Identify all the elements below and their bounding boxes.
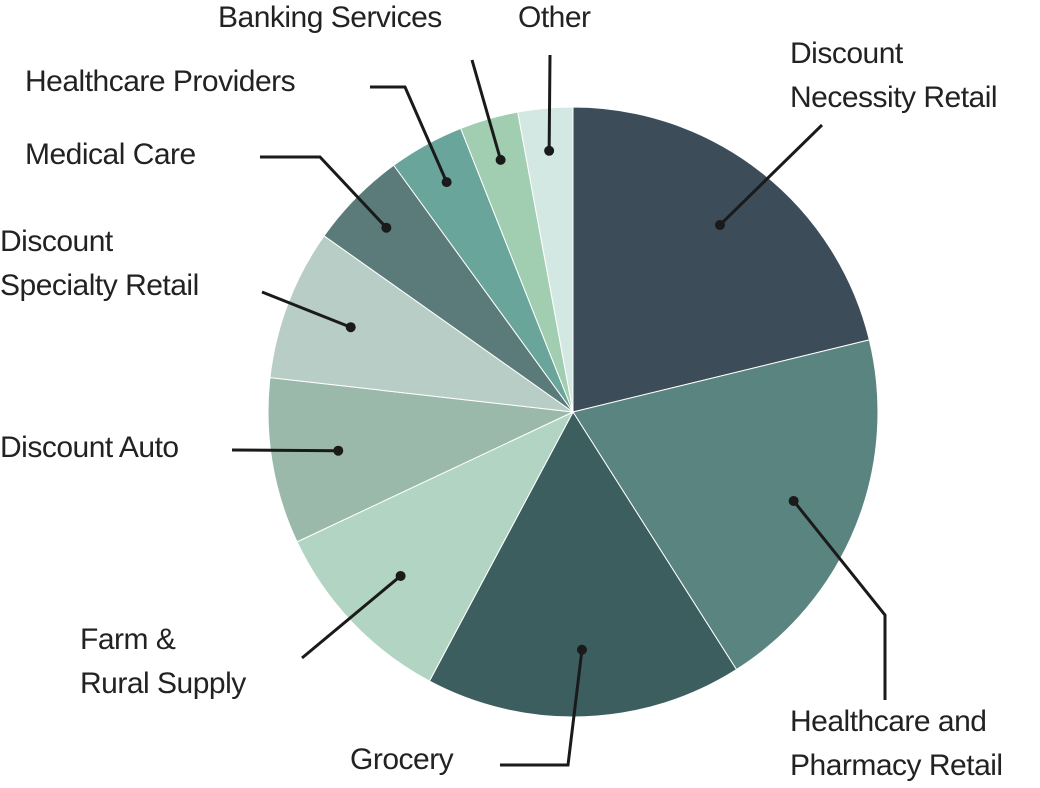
leader-line [547, 54, 552, 151]
pie-slice [296, 410, 575, 682]
slice-label: Other [518, 1, 591, 34]
pie-slice [572, 339, 879, 671]
leader-dot [544, 145, 555, 156]
leader-dot [345, 322, 356, 333]
leader-dot [495, 154, 506, 165]
slice-label: Healthcare Providers [25, 65, 296, 98]
slice-label: Grocery [350, 743, 454, 776]
leader-line [231, 448, 339, 453]
leader-dot [441, 177, 452, 188]
pie-slice [572, 106, 870, 413]
slice-label: Discount Specialty Retail [0, 225, 199, 302]
leader-dot [333, 445, 344, 456]
leader-line [718, 123, 824, 227]
leader-line [301, 574, 402, 660]
pie-slice [267, 377, 575, 543]
leader-dot [788, 495, 799, 506]
leader-dot [381, 222, 392, 233]
leader-dot [576, 644, 587, 655]
slice-label: Discount Necessity Retail [790, 37, 998, 114]
slice-label: Healthcare and Pharmacy Retail [790, 705, 1003, 782]
pie-slice [428, 411, 738, 718]
leader-line [370, 85, 449, 183]
leader-line [260, 155, 388, 229]
leader-line [792, 500, 887, 700]
leader-line [261, 290, 352, 329]
leader-dot [395, 570, 406, 581]
slice-label: Discount Auto [0, 431, 179, 464]
leader-line [500, 649, 584, 767]
slice-label: Farm & Rural Supply [80, 623, 246, 700]
slice-label: Banking Services [218, 1, 442, 34]
pie-slice [517, 106, 574, 413]
leader-line [470, 59, 503, 161]
leader-dot [714, 219, 725, 230]
slice-label: Medical Care [25, 138, 196, 171]
